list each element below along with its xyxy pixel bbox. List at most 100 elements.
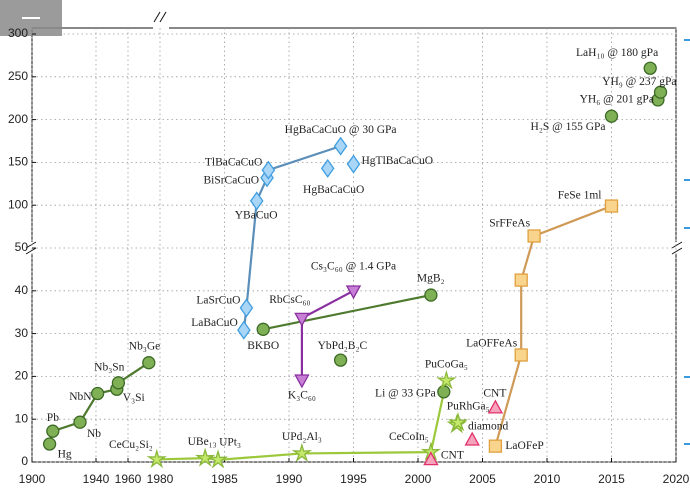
data-point (653, 85, 668, 99)
point-label: Pb (47, 412, 59, 424)
data-point (487, 399, 504, 414)
y-tick-label: 150 (8, 155, 28, 169)
markers (42, 61, 668, 469)
labels: Hg Pb Nb NbN V₃Si Nb₃Sn Nb₃Ge BKBO MgB₂ YbPd₂B₂C L… (47, 47, 677, 462)
data-point (73, 415, 87, 429)
point-label: NbN (69, 391, 92, 403)
data-point (447, 411, 469, 432)
data-point (423, 451, 439, 466)
data-point (207, 449, 229, 469)
point-label: YbPd₂B₂C (318, 340, 368, 352)
x-tick-label: 1990 (276, 472, 303, 486)
data-point (346, 154, 361, 174)
point-label: CNT (441, 450, 464, 462)
x-tick-label: 1995 (340, 472, 367, 486)
x-tick-label: 1900 (19, 472, 46, 486)
data-point (294, 312, 310, 327)
x-tick-label: 2010 (534, 472, 561, 486)
data-point (527, 229, 541, 243)
edge-markers (684, 39, 690, 445)
series-line (262, 294, 432, 331)
data-point (261, 160, 276, 180)
data-point (514, 273, 528, 287)
data-point (294, 374, 310, 389)
data-point (142, 356, 156, 370)
point-label: MgB₂ (417, 273, 445, 285)
data-point (42, 437, 57, 451)
point-label: V₃Si (123, 392, 145, 404)
grid (31, 28, 677, 463)
data-point (437, 385, 451, 399)
data-point (291, 442, 313, 463)
point-label: PuCoGa₅ (425, 358, 468, 370)
y-tick-label: 100 (8, 197, 28, 211)
y-tick-label: 10 (15, 411, 29, 425)
data-point (46, 424, 60, 438)
x-tick-label: 1960 (115, 472, 142, 486)
point-label: LaOFFeAs (466, 338, 518, 350)
point-label: LaOFeP (505, 440, 543, 452)
data-point (436, 369, 457, 390)
x-tick-label: 2005 (469, 472, 496, 486)
axis-break-marks (24, 11, 686, 255)
data-point (256, 322, 270, 336)
plot-frame (31, 27, 677, 463)
y-tick-label: 200 (8, 112, 28, 126)
point-label: FeSe 1ml (558, 190, 602, 202)
point-label: RbCsC₆₀ (269, 294, 310, 306)
x-tick-label: 2020 (663, 472, 690, 486)
data-point (194, 447, 216, 467)
x-tick-label: 2000 (405, 472, 432, 486)
data-point (333, 353, 348, 367)
data-point (237, 320, 251, 340)
point-label: Cs₃C₆₀ @ 1.4 GPa (311, 260, 396, 272)
point-label: TlBaCaCuO (205, 157, 263, 169)
data-point (604, 199, 619, 213)
data-point (464, 431, 480, 446)
data-point (643, 61, 657, 75)
data-point (424, 288, 438, 302)
point-label: BiSrCaCuO (203, 174, 259, 186)
x-tick-label: 2015 (598, 472, 625, 486)
point-label: BKBO (247, 340, 279, 352)
point-label: LaH₁₀ @ 180 gPa (576, 47, 658, 59)
data-point (488, 439, 503, 453)
point-label: Hg (58, 449, 72, 461)
point-label: HgTlBaCaCuO (362, 155, 434, 167)
point-label: YH₆ @ 201 gPa (580, 94, 654, 106)
point-label: H₂S @ 155 GPa (531, 121, 606, 133)
y-tick-label: 40 (15, 283, 29, 297)
point-label: UPd₂Al₃ (282, 431, 322, 443)
point-label: YH₉ @ 237 gPa (602, 76, 676, 88)
point-label: UBe₁₃ (188, 436, 217, 448)
data-point (345, 285, 362, 300)
point-label: Nb₃Sn (94, 361, 124, 373)
data-point (249, 191, 264, 211)
data-point (146, 448, 167, 469)
point-label: HgBaCaCuO (303, 184, 364, 196)
point-label: UPt₃ (219, 437, 241, 449)
point-label: SrFFeAs (489, 218, 530, 230)
point-label: CeCoIn₅ (389, 431, 429, 443)
data-point (333, 136, 348, 156)
x-tick-label: 1985 (211, 472, 238, 486)
data-point (604, 109, 619, 123)
x-tick-label: 1940 (83, 472, 110, 486)
y-tick-label: 250 (8, 69, 28, 83)
y-tick-label: 30 (15, 326, 29, 340)
point-label: K₃C₆₀ (288, 389, 316, 401)
y-tick-label: 50 (15, 240, 29, 254)
data-point (111, 376, 126, 390)
x-tick-label: 1980 (147, 472, 174, 486)
y-tick-label: 20 (15, 369, 29, 383)
series-line (156, 380, 448, 461)
point-label: CNT (483, 388, 506, 400)
point-label: diamond (468, 420, 508, 432)
y-tick-label: 300 (8, 26, 28, 40)
point-label: Nb (87, 428, 101, 440)
point-label: LaSrCuO (196, 295, 240, 307)
point-label: YBaCuO (235, 210, 278, 222)
point-label: Li @ 33 GPa (375, 387, 436, 399)
data-point (239, 298, 254, 318)
